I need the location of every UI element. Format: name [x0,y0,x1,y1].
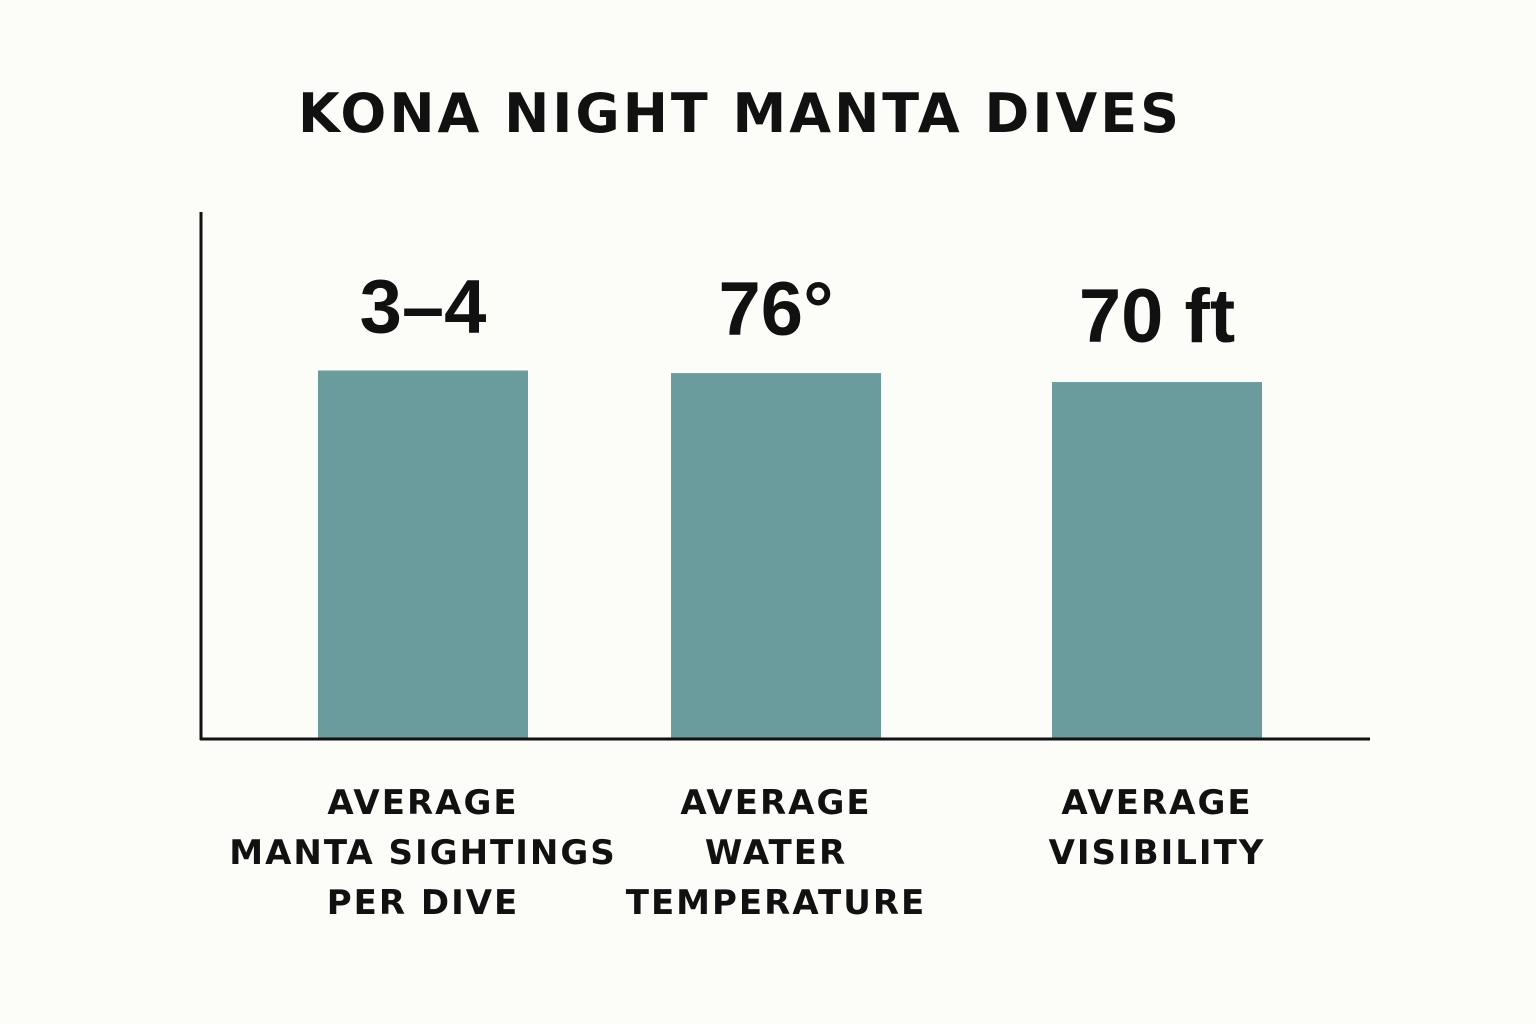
category-label-line: PER DIVE [326,883,520,923]
bar-visibility [1052,382,1262,738]
chart-title: KONA NIGHT MANTA DIVES [298,82,1182,145]
bars-layer [318,370,1262,738]
category-label-line: AVERAGE [1061,783,1253,823]
category-label-line: TEMPERATURE [625,883,927,923]
category-label-line: VISIBILITY [1048,833,1266,873]
value-label-water-temperature: 76° [719,267,834,352]
category-label-visibility: AVERAGE VISIBILITY [947,778,1367,878]
value-label-visibility: 70 ft [1079,274,1235,359]
category-label-manta-sightings: AVERAGE MANTA SIGHTINGS PER DIVE [213,778,633,928]
category-label-line: AVERAGE [680,783,872,823]
bar-water-temperature [671,373,881,738]
category-label-line: AVERAGE [327,783,519,823]
category-label-water-temperature: AVERAGE WATER TEMPERATURE [566,778,986,928]
value-label-manta-sightings: 3–4 [360,265,487,350]
value-labels-layer: 3–4 76° 70 ft [360,265,1236,360]
category-label-line: MANTA SIGHTINGS [229,833,617,873]
bar-manta-sightings [318,370,528,738]
category-label-line: WATER [704,833,848,873]
